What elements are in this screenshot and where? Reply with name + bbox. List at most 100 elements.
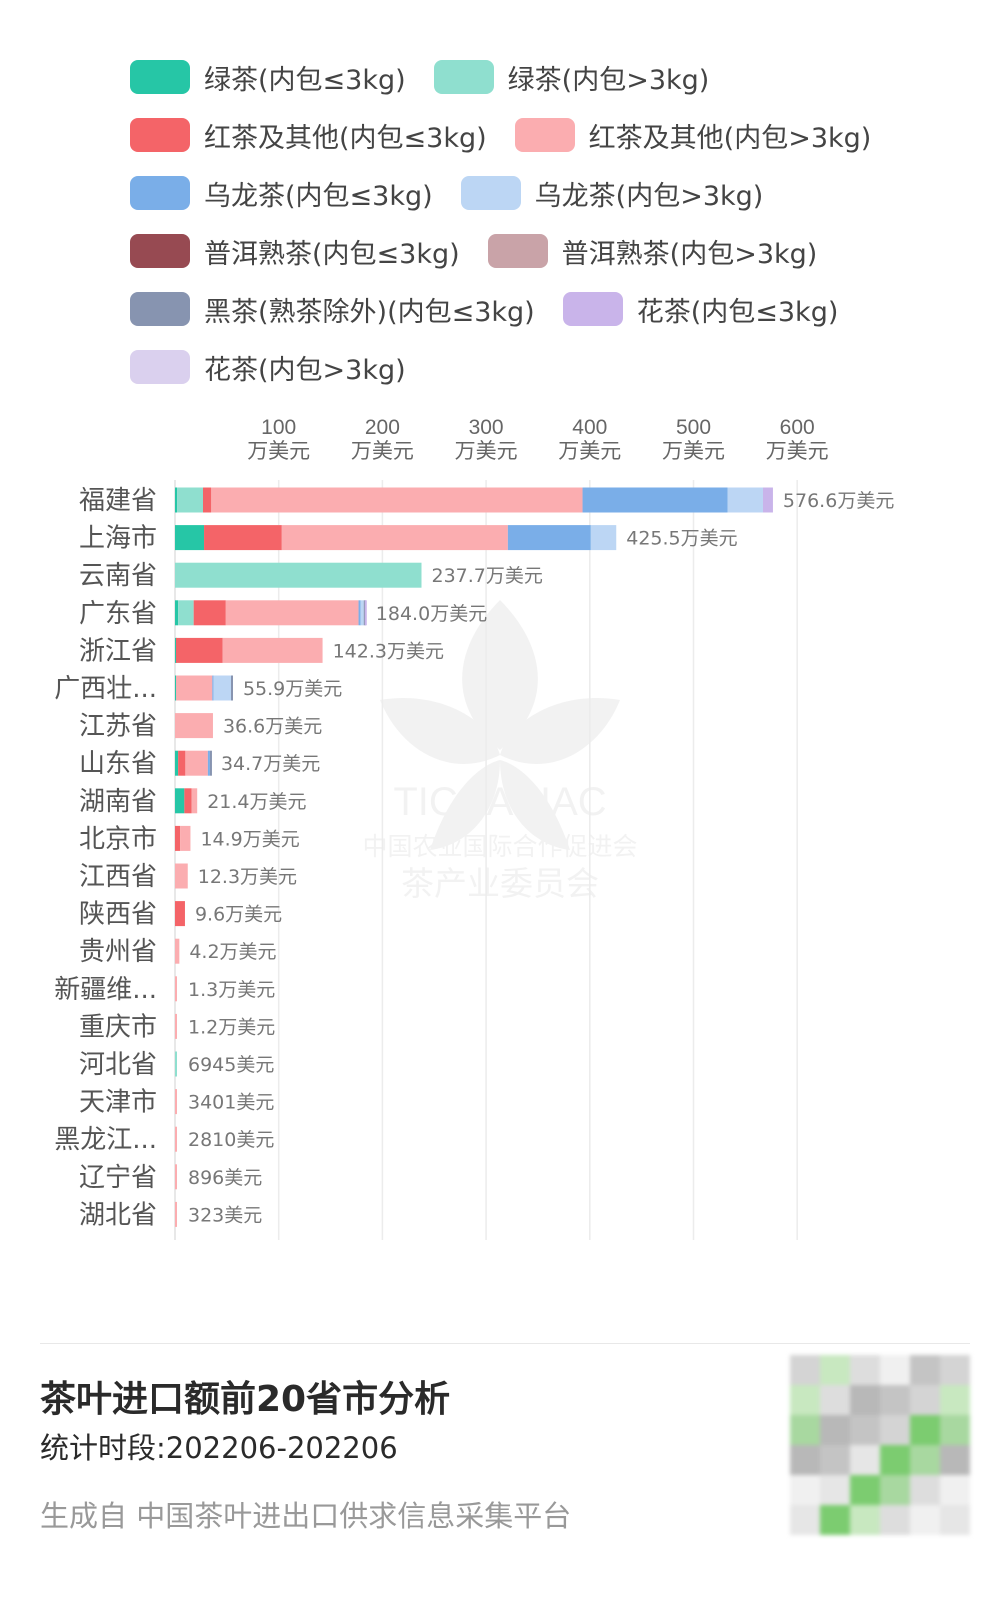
bar-segment (177, 487, 203, 513)
qr-cell (790, 1355, 820, 1385)
x-tick-unit: 万美元 (558, 439, 621, 463)
legend-item[interactable]: 普洱熟茶(内包>3kg) (487, 232, 817, 271)
qr-cell (790, 1445, 820, 1475)
legend-label: 绿茶(内包≤3kg) (204, 64, 406, 96)
qr-cell (820, 1475, 850, 1505)
category-label: 上海市 (79, 524, 157, 554)
qr-cell (820, 1385, 850, 1415)
category-label: 天津市 (79, 1088, 157, 1118)
bar-segment (178, 600, 194, 626)
legend-swatch (433, 60, 494, 94)
qr-cell (940, 1475, 970, 1505)
data-label: 3401美元 (188, 1092, 274, 1114)
bar-segment (230, 675, 233, 701)
qr-cell (880, 1415, 910, 1445)
data-label: 14.9万美元 (200, 828, 299, 850)
qr-cell (820, 1445, 850, 1475)
bar-segment (202, 487, 212, 513)
bar-segment (175, 788, 185, 814)
legend-item[interactable]: 黑茶(熟茶除外)(内包≤3kg) (130, 290, 535, 329)
x-tick-label: 400 (572, 416, 607, 439)
data-label: 55.9万美元 (243, 678, 342, 700)
qr-cell (790, 1385, 820, 1415)
qr-cell (790, 1505, 820, 1535)
data-label: 237.7万美元 (431, 565, 542, 587)
data-label: 142.3万美元 (333, 640, 444, 662)
qr-cell (940, 1505, 970, 1535)
bar-segment (175, 525, 205, 551)
bar-segment (175, 562, 422, 588)
legend-item[interactable]: 红茶及其他(内包>3kg) (514, 116, 871, 155)
category-label: 湖南省 (79, 787, 157, 817)
x-tick-label: 600 (780, 416, 815, 439)
bar-segment (590, 525, 617, 551)
legend-label: 乌龙茶(内包≤3kg) (204, 180, 433, 212)
legend-item[interactable]: 花茶(内包>3kg) (130, 348, 406, 387)
chart-legend: 绿茶(内包≤3kg) 绿茶(内包>3kg) 红茶及其他(内包≤3kg) 红茶及其他(内… (130, 48, 970, 396)
bar-segment (507, 525, 591, 551)
generated-by-text: 生成自 中国茶叶进出口供求信息采集平台 (40, 1499, 572, 1533)
qr-cell (820, 1505, 850, 1535)
bar-segment (175, 600, 179, 626)
bar-segment (175, 901, 185, 927)
x-tick-unit: 万美元 (351, 439, 414, 463)
x-tick-label: 100 (261, 416, 296, 439)
legend-item[interactable]: 绿茶(内包>3kg) (433, 58, 709, 97)
bar-segment (364, 600, 367, 626)
data-label: 576.6万美元 (783, 490, 894, 512)
qr-cell (880, 1385, 910, 1415)
legend-item[interactable]: 绿茶(内包≤3kg) (130, 58, 406, 97)
category-label: 广东省 (79, 599, 157, 629)
bar-segment (175, 1051, 177, 1077)
category-label: 新疆维... (54, 975, 157, 1005)
data-label: 36.6万美元 (223, 716, 322, 738)
category-label: 北京市 (79, 824, 157, 854)
legend-item[interactable]: 乌龙茶(内包>3kg) (460, 174, 764, 213)
legend-swatch (487, 234, 548, 268)
category-label: 重庆市 (79, 1012, 157, 1042)
data-label: 2810美元 (188, 1129, 274, 1151)
legend-swatch (130, 234, 190, 268)
legend-label: 乌龙茶(内包>3kg) (534, 180, 764, 212)
legend-swatch (130, 292, 190, 326)
category-label: 云南省 (79, 561, 157, 591)
legend-swatch (460, 176, 521, 210)
qr-cell (940, 1355, 970, 1385)
legend-row: 黑茶(熟茶除外)(内包≤3kg) 花茶(内包≤3kg) (130, 280, 970, 338)
bar-segment (358, 600, 361, 626)
category-label: 贵州省 (79, 937, 157, 967)
qr-cell (880, 1505, 910, 1535)
legend-item[interactable]: 乌龙茶(内包≤3kg) (130, 174, 433, 213)
data-label: 21.4万美元 (207, 791, 306, 813)
qr-cell (850, 1445, 880, 1475)
bar-segment (207, 750, 210, 776)
bar-segment (762, 487, 773, 513)
legend-swatch (514, 118, 575, 152)
x-tick-unit: 万美元 (766, 439, 829, 463)
legend-item[interactable]: 普洱熟茶(内包≤3kg) (130, 232, 460, 271)
bar-segment (193, 600, 226, 626)
bar-segment (175, 938, 180, 964)
data-label: 12.3万美元 (198, 866, 297, 888)
bar-segment (175, 825, 181, 851)
data-label: 184.0万美元 (376, 603, 487, 625)
bar-segment (360, 600, 364, 626)
qr-cell (910, 1415, 940, 1445)
qr-code[interactable] (790, 1355, 970, 1535)
qr-cell (910, 1355, 940, 1385)
legend-item[interactable]: 红茶及其他(内包≤3kg) (130, 116, 487, 155)
data-label: 323美元 (188, 1204, 262, 1226)
bar-segment (175, 1201, 177, 1227)
legend-item[interactable]: 花茶(内包≤3kg) (562, 290, 838, 329)
bar-segment (175, 1089, 177, 1115)
data-label: 6945美元 (188, 1054, 274, 1076)
category-label: 浙江省 (79, 636, 157, 666)
qr-cell (880, 1475, 910, 1505)
category-label: 辽宁省 (79, 1163, 157, 1193)
bar-segment (191, 788, 198, 814)
qr-cell (850, 1505, 880, 1535)
bar-segment (184, 788, 192, 814)
data-label: 4.2万美元 (189, 941, 276, 963)
bar-segment (175, 1164, 177, 1190)
qr-cell (790, 1475, 820, 1505)
